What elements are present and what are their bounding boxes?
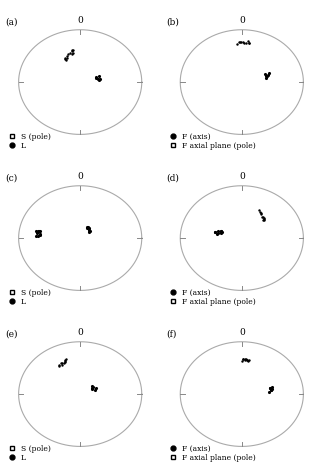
Text: (a): (a) (5, 17, 18, 26)
Text: (d): (d) (167, 173, 180, 182)
Text: 0: 0 (77, 16, 83, 25)
Legend: S (pole), L: S (pole), L (4, 289, 51, 306)
Text: (f): (f) (167, 329, 177, 338)
Text: 0: 0 (77, 172, 83, 181)
Legend: F (axis), F axial plane (pole): F (axis), F axial plane (pole) (166, 133, 256, 149)
Text: 0: 0 (239, 172, 245, 181)
Text: (c): (c) (5, 173, 17, 182)
Text: 0: 0 (239, 16, 245, 25)
Legend: S (pole), L: S (pole), L (4, 133, 51, 149)
Text: (e): (e) (5, 329, 18, 338)
Legend: F (axis), F axial plane (pole): F (axis), F axial plane (pole) (166, 445, 256, 462)
Text: 0: 0 (77, 328, 83, 337)
Text: (b): (b) (167, 17, 180, 26)
Text: 0: 0 (239, 328, 245, 337)
Legend: S (pole), L: S (pole), L (4, 445, 51, 462)
Legend: F (axis), F axial plane (pole): F (axis), F axial plane (pole) (166, 289, 256, 306)
